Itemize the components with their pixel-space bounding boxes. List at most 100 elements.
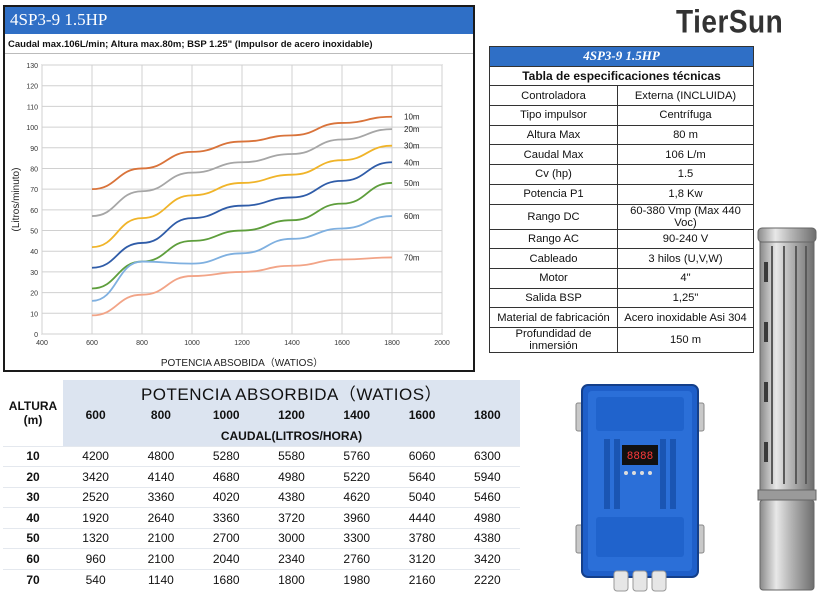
series-line-20m xyxy=(91,128,393,217)
caudal-cell: 3420 xyxy=(454,548,520,569)
caudal-cell: 5760 xyxy=(324,445,390,467)
altura-cell: 20 xyxy=(3,466,63,487)
caudal-cell: 2100 xyxy=(128,527,194,549)
caudal-cell: 1800 xyxy=(258,568,325,590)
spec-value: 106 L/m xyxy=(617,144,754,166)
caudal-cell: 4620 xyxy=(324,486,390,508)
series-line-10m xyxy=(91,115,393,191)
caudal-cell: 6060 xyxy=(389,445,455,467)
spec-value: 1,25" xyxy=(617,287,754,309)
watts-header: 1200 xyxy=(258,405,325,426)
x-tick-label: 400 xyxy=(36,340,48,347)
altura-cell: 30 xyxy=(3,486,63,508)
x-tick-label: 600 xyxy=(86,340,98,347)
caudal-cell: 3300 xyxy=(324,527,390,549)
caudal-cell: 2760 xyxy=(324,548,390,569)
pump-image xyxy=(757,227,817,591)
spec-value: 150 m xyxy=(617,326,754,353)
spec-row: Material de fabricación Acero inoxidable … xyxy=(489,307,754,328)
series-line-70m xyxy=(91,256,393,317)
watts-header: 1000 xyxy=(193,405,259,426)
caudal-cell: 3960 xyxy=(324,507,390,528)
spec-value: 90-240 V xyxy=(617,228,754,250)
y-tick-label: 0 xyxy=(34,332,38,339)
spec-label: Caudal Max xyxy=(489,144,618,166)
watts-header: 1600 xyxy=(389,405,455,426)
chart-title: 4SP3-9 1.5HP xyxy=(5,7,473,34)
series-line-60m xyxy=(91,215,393,302)
series-label: 60m xyxy=(404,212,420,221)
series-label: 40m xyxy=(404,158,420,167)
table-row: 50 1320 2100 2700 3000 3300 3780 4380 xyxy=(3,527,520,549)
caudal-cell: 4440 xyxy=(389,507,455,528)
caudal-cell: 1320 xyxy=(63,527,129,549)
spec-value: Centrífuga xyxy=(617,105,754,126)
caudal-cell: 5640 xyxy=(389,466,455,487)
caudal-cell: 540 xyxy=(63,568,129,590)
spec-label: Profundidad de inmersión xyxy=(489,326,618,353)
spec-label: Motor xyxy=(489,267,618,289)
y-tick-label: 60 xyxy=(30,208,38,215)
caudal-cell: 4380 xyxy=(258,486,325,508)
potencia-header: POTENCIA ABSORBIDA（WATIOS） xyxy=(63,380,520,405)
y-tick-label: 110 xyxy=(27,104,38,111)
y-tick-label: 70 xyxy=(30,187,38,194)
altura-header: ALTURA (m) xyxy=(3,380,63,446)
spec-table-subheader: Tabla de especificaciones técnicas xyxy=(489,65,754,87)
x-tick-label: 1600 xyxy=(334,340,350,347)
series-label: 10m xyxy=(404,113,420,122)
spec-row: Potencia P1 1,8 Kw xyxy=(489,183,754,205)
spec-value: Externa (INCLUIDA) xyxy=(617,85,754,107)
altura-cell: 50 xyxy=(3,527,63,549)
spec-table-header: 4SP3-9 1.5HP xyxy=(489,46,754,67)
spec-table: 4SP3-9 1.5HP Tabla de especificaciones t… xyxy=(489,46,754,353)
y-tick-label: 40 xyxy=(30,249,38,256)
caudal-cell: 4140 xyxy=(128,466,194,487)
watts-header: 600 xyxy=(63,405,129,426)
caudal-cell: 2700 xyxy=(193,527,259,549)
series-line-40m xyxy=(91,161,393,269)
caudal-cell: 2520 xyxy=(63,486,129,508)
spec-label: Controladora xyxy=(489,85,618,107)
caudal-cell: 3420 xyxy=(63,466,129,487)
watts-header: 1400 xyxy=(324,405,390,426)
chart-panel: 4SP3-9 1.5HP Caudal max.106L/min; Altura… xyxy=(3,5,475,372)
caudal-header: CAUDAL(LITROS/HORA) xyxy=(63,425,520,446)
caudal-cell: 4020 xyxy=(193,486,259,508)
caudal-cell: 2160 xyxy=(389,568,455,590)
y-tick-label: 120 xyxy=(26,84,38,91)
caudal-cell: 3720 xyxy=(258,507,325,528)
y-tick-label: 80 xyxy=(30,166,38,173)
y-tick-label: 50 xyxy=(30,229,38,236)
spec-row: Motor 4" xyxy=(489,267,754,289)
caudal-cell: 3120 xyxy=(389,548,455,569)
x-tick-label: 1200 xyxy=(234,340,250,347)
spec-value: 4" xyxy=(617,267,754,289)
table-row: 60 960 2100 2040 2340 2760 3120 3420 xyxy=(3,548,520,569)
altura-cell: 10 xyxy=(3,445,63,467)
watts-header: 1800 xyxy=(454,405,520,426)
spec-row: Tipo impulsor Centrífuga xyxy=(489,105,754,126)
caudal-cell: 5940 xyxy=(454,466,520,487)
x-tick-label: 2000 xyxy=(434,340,450,347)
spec-row: Cableado 3 hilos (U,V,W) xyxy=(489,248,754,269)
spec-row: Salida BSP 1,25" xyxy=(489,287,754,309)
caudal-cell: 2100 xyxy=(128,548,194,569)
caudal-cell: 5040 xyxy=(389,486,455,508)
caudal-cell: 1920 xyxy=(63,507,129,528)
altura-cell: 40 xyxy=(3,507,63,528)
caudal-cell: 2640 xyxy=(128,507,194,528)
x-tick-label: 1000 xyxy=(184,340,200,347)
spec-label: Cableado xyxy=(489,248,618,269)
series-label: 50m xyxy=(404,179,420,188)
spec-value: 3 hilos (U,V,W) xyxy=(617,248,754,269)
series-label: 70m xyxy=(404,253,420,262)
series-label: 30m xyxy=(404,142,420,151)
performance-chart: 0 10 20 30 40 50 60 70 80 90 100 110 120 130 400 600 800… xyxy=(11,63,450,369)
controller-display: 8888 xyxy=(627,451,653,463)
flow-data-table: ALTURA (m) POTENCIA ABSORBIDA（WATIOS） 60… xyxy=(3,380,520,590)
caudal-cell: 5460 xyxy=(454,486,520,508)
caudal-cell: 4680 xyxy=(193,466,259,487)
spec-row: Rango AC 90-240 V xyxy=(489,228,754,250)
altura-cell: 60 xyxy=(3,548,63,569)
